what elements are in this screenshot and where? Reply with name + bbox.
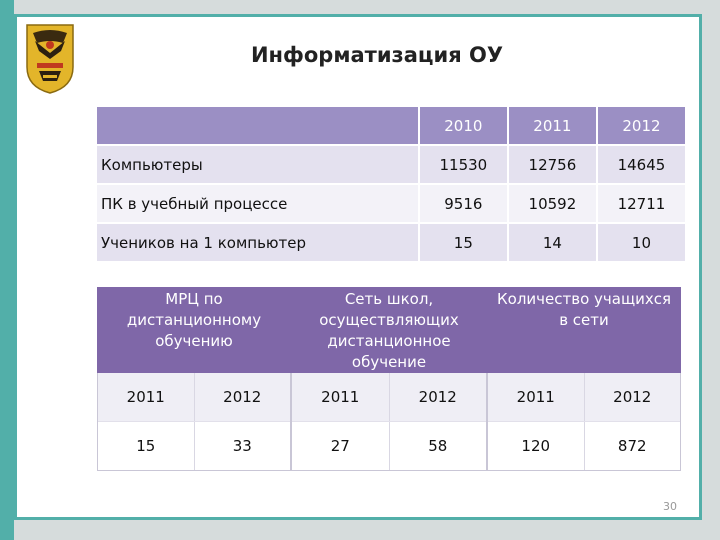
table-cell: 15: [417, 222, 507, 261]
year-row: 2011 2012: [292, 373, 486, 421]
value-cell: 120: [521, 437, 551, 455]
table-cell: 14: [506, 222, 596, 261]
table-header: Сеть школ, осуществляющих дистанционное …: [291, 287, 487, 373]
row-label: Учеников на 1 компьютер: [97, 222, 418, 261]
value-cell: 872: [583, 422, 681, 470]
year-cell: 2011: [516, 388, 555, 406]
table-cell: 9516: [417, 183, 507, 222]
page-title: Информатизация ОУ: [250, 43, 504, 67]
table-cell: 14645: [595, 144, 685, 183]
mrc-distance-learning-table: МРЦ по дистанционному обучению 2011 2012…: [97, 287, 291, 475]
page-number: 30: [663, 500, 677, 513]
year-header: 2011: [506, 107, 596, 144]
year-header: 2012: [595, 107, 685, 144]
table-row: Компьютеры 11530 12756 14645: [97, 144, 685, 183]
table-cell: 11530: [417, 144, 507, 183]
value-cell: 27: [330, 437, 350, 455]
left-accent-bar: [0, 0, 14, 540]
year-cell: 2011: [321, 388, 360, 406]
table-cell: 10592: [506, 183, 596, 222]
table-header-row: 2010 2011 2012: [97, 107, 685, 144]
year-cell: 2012: [583, 373, 681, 421]
header-empty-cell: [97, 107, 418, 144]
year-row: 2011 2012: [98, 373, 290, 421]
school-network-table: Сеть школ, осуществляющих дистанционное …: [291, 287, 487, 475]
computers-table: 2010 2011 2012 Компьютеры 11530 12756 14…: [97, 107, 685, 261]
table-header: МРЦ по дистанционному обучению: [97, 287, 291, 373]
row-label: Компьютеры: [97, 144, 418, 183]
slide: Информатизация ОУ 2010 2011 2012 Компьют…: [14, 14, 702, 520]
year-cell: 2012: [193, 373, 291, 421]
year-header: 2010: [417, 107, 507, 144]
row-label: ПК в учебный процессе: [97, 183, 418, 222]
table-cell: 12711: [595, 183, 685, 222]
year-row: 2011 2012: [488, 373, 680, 421]
value-row: 120 872: [488, 421, 680, 470]
table-cell: 10: [595, 222, 685, 261]
year-cell: 2011: [126, 388, 165, 406]
value-row: 27 58: [292, 421, 486, 470]
table-row: ПК в учебный процессе 9516 10592 12711: [97, 183, 685, 222]
table-header: Количество учащихся в сети: [487, 287, 681, 373]
table-row: Учеников на 1 компьютер 15 14 10: [97, 222, 685, 261]
year-cell: 2012: [388, 373, 487, 421]
coat-of-arms-icon: [25, 23, 75, 95]
students-in-network-table: Количество учащихся в сети 2011 2012 120…: [487, 287, 681, 475]
value-row: 15 33: [98, 421, 290, 470]
table-cell: 12756: [506, 144, 596, 183]
value-cell: 58: [388, 422, 487, 470]
value-cell: 15: [136, 437, 156, 455]
value-cell: 33: [193, 422, 291, 470]
